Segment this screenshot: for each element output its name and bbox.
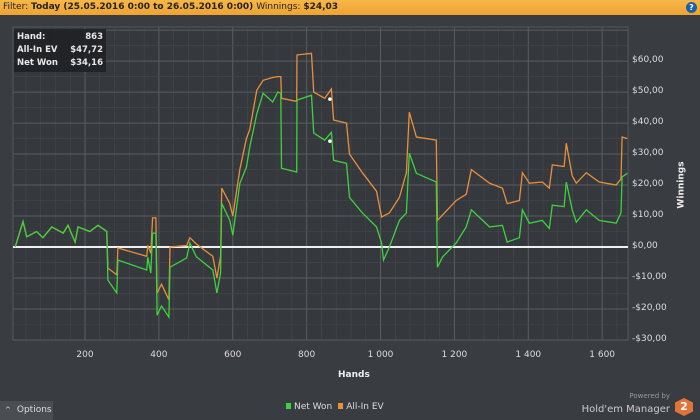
all-in-ev-hover-point — [328, 97, 332, 101]
y-tick-label: -$10,00 — [632, 272, 667, 283]
filter-bar: Filter: Today (25.05.2016 0:00 to 26.05.… — [0, 0, 700, 15]
x-tick-label: 400 — [150, 350, 168, 360]
y-tick-label: $40,00 — [632, 117, 664, 128]
y-tick-label: $10,00 — [632, 210, 664, 221]
winnings-label: Winnings: — [256, 2, 301, 12]
legend-item-net-won[interactable]: Net Won — [286, 402, 332, 412]
info-label: Net Won — [17, 58, 58, 68]
options-label: Options — [16, 405, 52, 415]
plot-area — [12, 26, 629, 341]
x-axis-title: Hands — [338, 370, 370, 380]
x-tick-label: 800 — [298, 350, 316, 360]
powered-by-text: Powered by — [629, 392, 670, 400]
info-row-net-won: Net Won $34,16 — [17, 57, 103, 70]
net-won-hover-point — [328, 139, 332, 143]
filter-value[interactable]: Today (25.05.2016 0:00 to 26.05.2016 0:0… — [31, 2, 254, 12]
legend-item-all-in-ev[interactable]: All-In EV — [338, 402, 384, 412]
winnings-value: $24,03 — [303, 2, 339, 12]
filter-label: Filter: — [3, 2, 29, 12]
options-button[interactable]: ^ Options — [0, 401, 53, 420]
all-in-ev-swatch — [338, 403, 344, 409]
hover-info-box: Hand: 863 All-In EV $47,72 Net Won $34,16 — [14, 29, 106, 72]
help-icon[interactable]: ? — [686, 2, 697, 13]
info-row-allin-ev: All-In EV $47,72 — [17, 44, 103, 57]
y-tick-label: $30,00 — [632, 148, 664, 159]
net-won-swatch — [286, 403, 291, 409]
info-value: $47,72 — [70, 45, 103, 55]
x-tick-label: 1 400 — [515, 350, 542, 360]
info-label: Hand: — [17, 32, 46, 42]
y-tick-label: $0,00 — [632, 241, 658, 252]
info-value: $34,16 — [70, 58, 103, 68]
y-tick-label: $50,00 — [632, 86, 664, 97]
y-tick-label: -$20,00 — [632, 303, 667, 313]
x-tick-label: 1 600 — [589, 350, 616, 360]
legend: Net Won All-In EV — [286, 402, 384, 412]
legend-label: All-In EV — [346, 402, 384, 412]
info-value: 863 — [85, 32, 103, 42]
winnings-chart — [12, 26, 629, 341]
y-tick-label: $60,00 — [632, 55, 664, 66]
info-row-hand: Hand: 863 — [17, 31, 103, 44]
all-in-ev-line — [14, 52, 628, 300]
brand-name: Hold'em Manager — [581, 404, 670, 415]
x-tick-label: 1 000 — [367, 350, 394, 360]
y-tick-label: $20,00 — [632, 179, 664, 190]
y-axis-title: Winnings — [676, 161, 687, 209]
y-tick-label: -$30,00 — [632, 334, 667, 344]
net-won-line — [14, 91, 628, 320]
x-tick-label: 200 — [76, 350, 94, 360]
chevron-up-icon: ^ — [5, 406, 11, 414]
hem-logo-icon: 2 — [675, 398, 693, 416]
legend-label: Net Won — [294, 402, 333, 412]
x-tick-label: 1 200 — [441, 350, 468, 360]
info-label: All-In EV — [17, 45, 58, 55]
x-tick-label: 600 — [224, 350, 242, 360]
